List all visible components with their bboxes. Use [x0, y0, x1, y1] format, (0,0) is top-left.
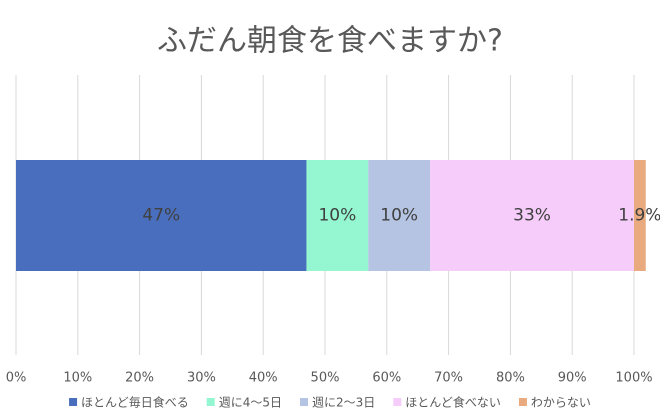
legend-label: ほとんど毎日食べる: [81, 395, 189, 410]
data-label: 10%: [318, 206, 356, 226]
x-tick-label: 40%: [249, 371, 278, 386]
x-tick-label: 20%: [125, 371, 154, 386]
data-label: 1.9%: [618, 206, 660, 226]
legend-swatch: [518, 398, 527, 406]
legend-label: 週に2〜3日: [312, 396, 375, 410]
x-tick-label: 90%: [558, 371, 587, 386]
x-tick-label: 0%: [6, 371, 27, 386]
legend-swatch: [393, 398, 402, 406]
x-tick-label: 50%: [311, 371, 340, 386]
data-label: 10%: [380, 206, 418, 226]
bar-segment: [368, 160, 431, 271]
bar-segment: [430, 160, 634, 271]
legend-label: わからない: [531, 396, 591, 410]
x-tick-label: 10%: [63, 371, 92, 386]
data-label: 33%: [513, 206, 551, 226]
legend: ほとんど毎日食べる 週に4〜5日 週に2〜3日 ほとんど食べない わからない: [69, 395, 591, 410]
data-label: 47%: [142, 206, 180, 226]
x-tick-label: 100%: [615, 371, 652, 386]
legend-swatch: [69, 398, 78, 406]
x-tick-label: 70%: [434, 371, 463, 386]
bar-segment: [306, 160, 369, 271]
x-tick-label: 60%: [372, 371, 401, 386]
bar-segment: [16, 160, 307, 271]
bar-segment: [634, 160, 646, 271]
legend-swatch: [206, 398, 215, 406]
x-tick-label: 80%: [496, 371, 525, 386]
legend-label: ほとんど食べない: [405, 395, 501, 410]
chart-title: ふだん朝食を食べますか?: [157, 24, 503, 59]
legend-label: 週に4〜5日: [219, 396, 282, 410]
legend-swatch: [299, 398, 308, 406]
x-tick-label: 30%: [187, 371, 216, 386]
